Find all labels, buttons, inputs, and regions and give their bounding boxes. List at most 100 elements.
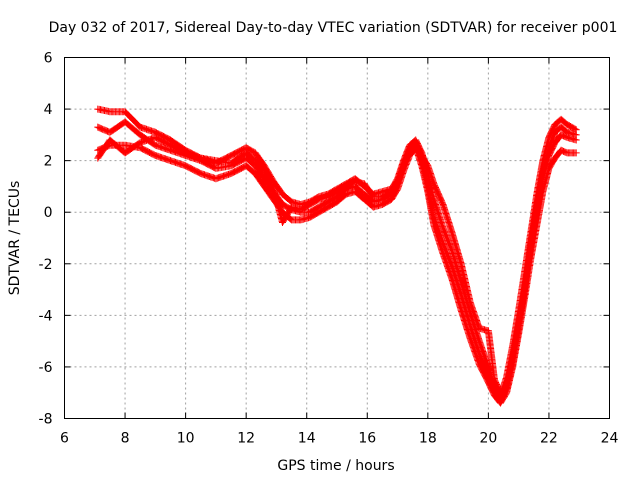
data-point-segment [439, 201, 456, 236]
data-point-segment [545, 130, 558, 152]
data-point-segment [106, 136, 128, 156]
data-point-segment [424, 162, 437, 187]
y-tick-label: -6 [39, 360, 53, 376]
data-point-segment [448, 275, 465, 313]
data-point-segment [260, 167, 277, 192]
data-point-segment [557, 115, 570, 128]
data-point-segment [151, 133, 173, 149]
data-point-segment [448, 229, 465, 266]
data-point-segment [360, 180, 377, 200]
data-point-segment [457, 306, 474, 341]
data-point-segment [509, 326, 522, 368]
data-point-segment [563, 121, 580, 134]
data-point-segment [212, 170, 234, 183]
data-point-segment [324, 188, 340, 201]
data-point-segment [269, 177, 286, 197]
data-point-segment [563, 149, 580, 157]
y-tick-label: 0 [44, 205, 53, 221]
data-point-segment [197, 170, 219, 182]
data-point-segment [315, 204, 331, 216]
data-point-segment [448, 247, 465, 284]
data-point-segment [545, 155, 558, 172]
data-point-segment [448, 262, 465, 297]
data-point-segment [251, 162, 268, 182]
data-point-segment [136, 144, 158, 159]
data-point-segment [475, 360, 492, 385]
data-points [94, 105, 580, 407]
data-point-segment [260, 182, 277, 202]
data-point-segment [418, 152, 431, 169]
data-point-segment [466, 299, 483, 331]
data-point-segment [563, 128, 580, 139]
y-tick-label: -2 [39, 257, 53, 273]
data-point-segment [136, 134, 158, 147]
data-point-segment [151, 152, 173, 164]
grid-lines [64, 57, 610, 419]
data-point-segment [430, 221, 447, 256]
x-axis-label: GPS time / hours [277, 458, 394, 474]
chart-title: Day 032 of 2017, Sidereal Day-to-day VTE… [49, 20, 618, 36]
data-point-segment [333, 183, 349, 196]
data-point-segment [167, 157, 188, 169]
data-point-segment [466, 335, 483, 367]
data-point-segment [167, 141, 188, 156]
x-tick-label: 18 [419, 431, 437, 447]
y-tick-label: 6 [44, 51, 53, 67]
data-point-segment [251, 157, 267, 174]
data-point-segment [430, 195, 447, 230]
data-point-segment [351, 188, 367, 202]
data-point-segment [151, 128, 173, 143]
data-point-segment [121, 139, 143, 157]
data-point-segment [242, 149, 258, 164]
x-tick-label: 24 [601, 431, 619, 447]
data-point-segment [378, 196, 394, 208]
data-point-segment [484, 327, 498, 382]
data-point-segment [378, 188, 394, 201]
y-tick-label: -8 [39, 412, 53, 428]
data-point-segment [466, 322, 483, 357]
data-point-segment [182, 149, 203, 162]
data-point-segment [439, 250, 456, 282]
data-point-segment [400, 145, 413, 167]
y-axis-label: SDTVAR / TECUs [7, 181, 23, 296]
y-tick-label: 2 [44, 154, 53, 170]
data-point-segment [503, 362, 516, 394]
data-point-segment [424, 188, 438, 228]
x-tick-label: 20 [479, 431, 497, 447]
data-point-segment [497, 387, 509, 397]
data-point-segment [457, 260, 474, 305]
data-point-segment [418, 162, 431, 194]
data-point-segment [539, 166, 553, 196]
data-point-segment [475, 350, 492, 377]
data-point-segment [515, 287, 528, 332]
data-point-segment [306, 204, 322, 216]
data-point-segment [439, 224, 456, 254]
data-point-segment [533, 168, 547, 208]
x-tick-label: 14 [298, 431, 316, 447]
data-point-segment [306, 196, 322, 208]
data-point-segment [412, 139, 425, 158]
data-point-segment [457, 291, 474, 328]
data-point-segment [279, 204, 295, 226]
data-point-segment [242, 154, 258, 169]
data-point-segment [242, 162, 258, 177]
series-track-c [94, 141, 580, 407]
data-point-segment [539, 145, 553, 175]
data-point-segment [545, 122, 558, 141]
data-point-segment [106, 119, 128, 136]
x-tick-label: 12 [237, 431, 255, 447]
data-point-segment [388, 178, 401, 196]
data-point-segment [466, 309, 483, 344]
x-tick-label: 22 [540, 431, 558, 447]
data-point-segment [121, 118, 143, 138]
data-point-segment [521, 241, 535, 294]
plot-frame [64, 57, 610, 419]
data-point-segment [324, 199, 340, 211]
y-tick-label: -4 [39, 308, 53, 324]
data-point-segment [242, 144, 258, 156]
data-point-segment [151, 141, 173, 154]
data-point-segment [121, 108, 143, 130]
data-point-segment [497, 390, 510, 407]
